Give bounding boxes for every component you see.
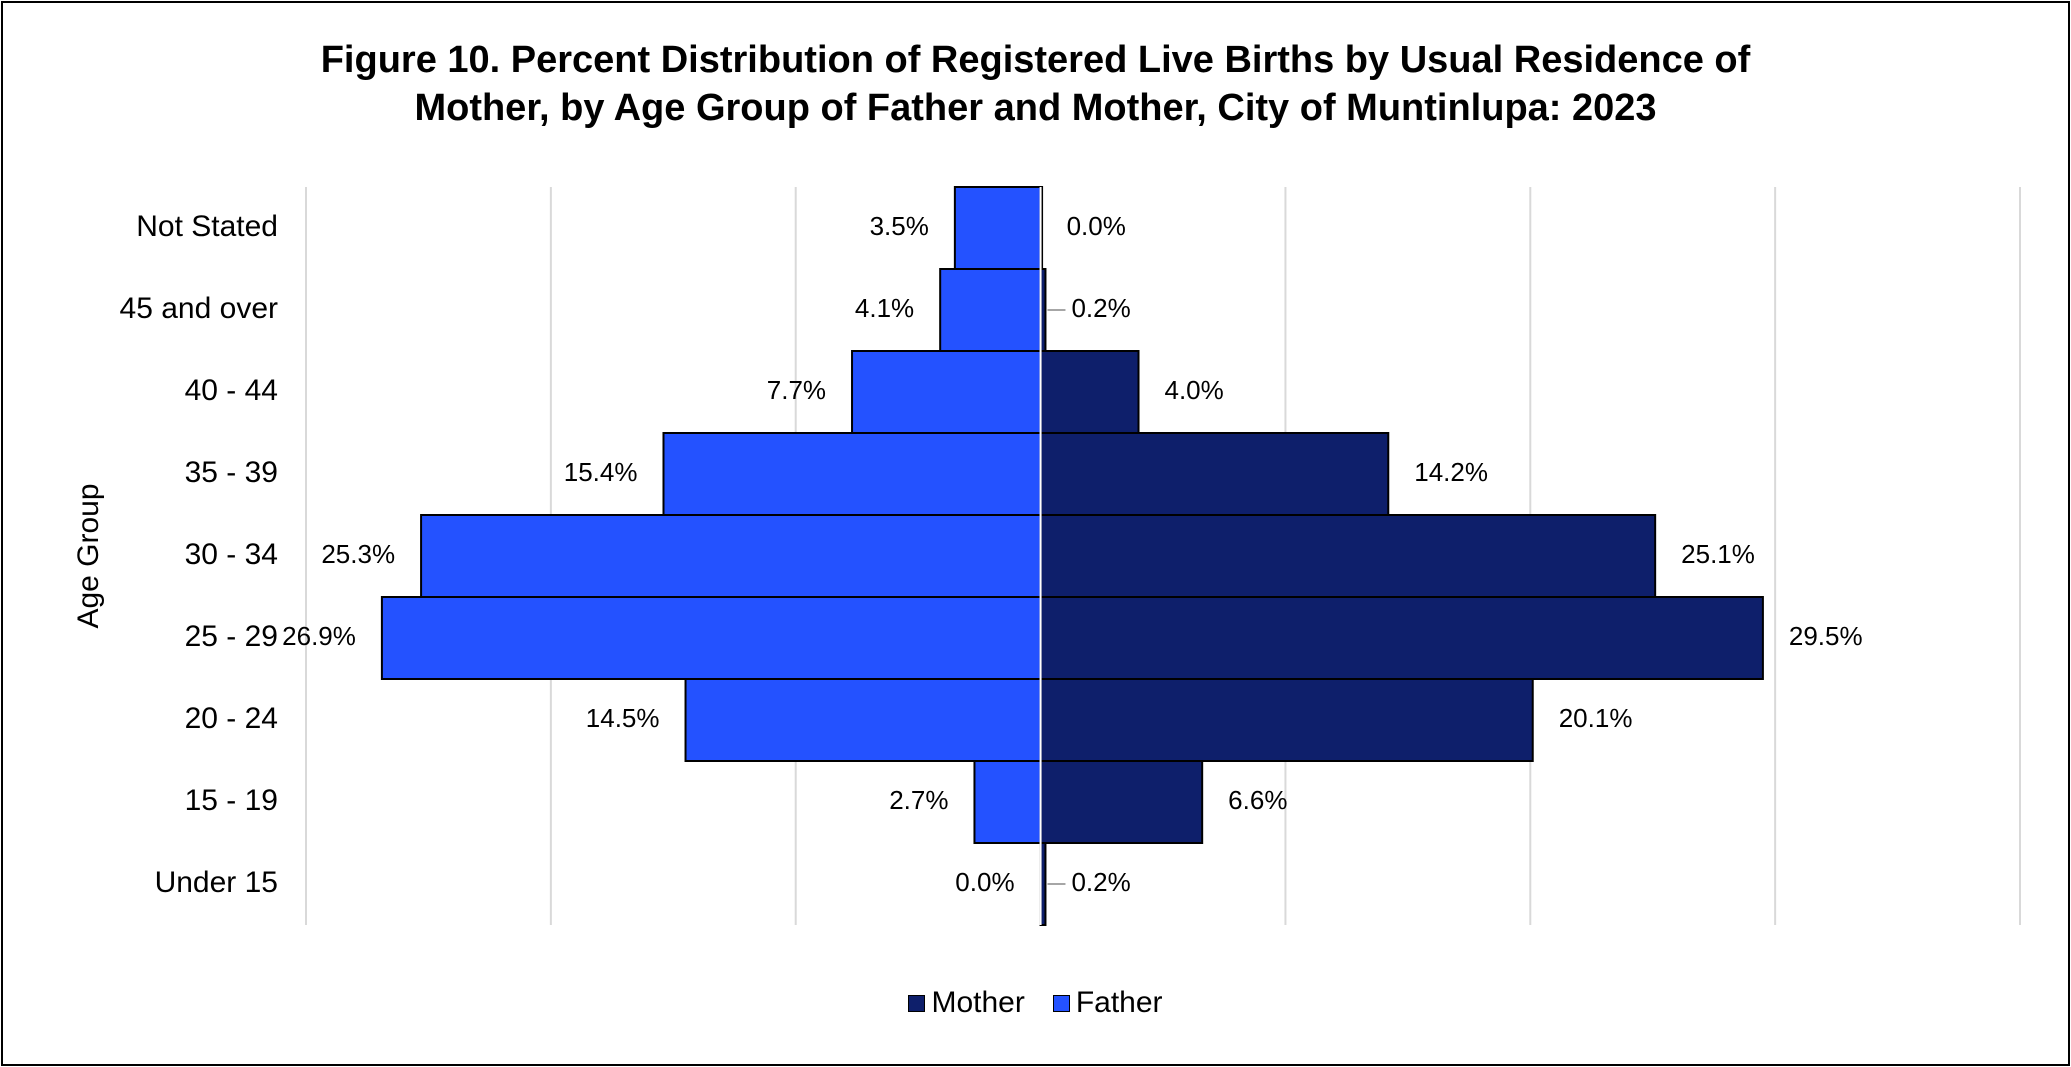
category-label-25-29: 25 - 29 <box>185 620 278 653</box>
data-label-father-under-15: 0.0% <box>955 867 1014 897</box>
data-label-mother-25-29: 29.5% <box>1789 621 1863 651</box>
category-label-20-24: 20 - 24 <box>185 702 278 735</box>
bar-father-25-29 <box>382 597 1041 679</box>
data-label-father-15-19: 2.7% <box>889 785 948 815</box>
category-label-30-34: 30 - 34 <box>185 538 278 571</box>
legend-swatch-mother <box>908 995 925 1012</box>
bar-mother-25-29 <box>1041 597 1763 679</box>
bar-mother-40-44 <box>1041 351 1139 433</box>
bar-mother-20-24 <box>1041 679 1533 761</box>
bar-father-not-stated <box>955 187 1041 269</box>
legend-swatch-father <box>1053 995 1070 1012</box>
data-label-mother-45-and-over: 0.2% <box>1071 293 1130 323</box>
bar-mother-35-39 <box>1041 433 1389 515</box>
bar-father-30-34 <box>421 515 1040 597</box>
population-pyramid-chart: 3.5% 0.0% 4.1% 0.2% 7.7% 4.0% 15.4% 14.2% 25.3% 2… <box>0 0 2071 1067</box>
bar-father-15-19 <box>974 761 1040 843</box>
data-label-mother-under-15: 0.2% <box>1071 867 1130 897</box>
data-label-mother-not-stated: 0.0% <box>1067 211 1126 241</box>
category-label-40-44: 40 - 44 <box>185 374 278 407</box>
data-label-mother-35-39: 14.2% <box>1414 457 1488 487</box>
data-label-father-30-34: 25.3% <box>321 539 395 569</box>
legend-label-mother: Mother <box>931 986 1024 1020</box>
legend-label-father: Father <box>1076 986 1163 1020</box>
data-label-father-25-29: 26.9% <box>282 621 356 651</box>
legend-item-mother: Mother <box>908 986 1024 1020</box>
data-label-father-45-and-over: 4.1% <box>855 293 914 323</box>
category-label-35-39: 35 - 39 <box>185 456 278 489</box>
bar-father-35-39 <box>663 433 1040 515</box>
bar-mother-15-19 <box>1041 761 1203 843</box>
bar-mother-30-34 <box>1041 515 1656 597</box>
legend-item-father: Father <box>1053 986 1163 1020</box>
y-axis-title: Age Group <box>72 483 105 628</box>
data-label-mother-40-44: 4.0% <box>1165 375 1224 405</box>
bar-father-45-and-over <box>940 269 1040 351</box>
data-label-mother-15-19: 6.6% <box>1228 785 1287 815</box>
category-label-45-and-over: 45 and over <box>120 292 278 325</box>
category-label-15-19: 15 - 19 <box>185 784 278 817</box>
bar-father-20-24 <box>686 679 1041 761</box>
category-label-under-15: Under 15 <box>155 866 278 899</box>
data-label-father-20-24: 14.5% <box>586 703 660 733</box>
category-labels: Not Stated 45 and over 40 - 44 35 - 39 30 - … <box>120 210 278 899</box>
legend: Mother Father <box>0 986 2071 1020</box>
category-label-not-stated: Not Stated <box>136 210 278 243</box>
bar-father-40-44 <box>852 351 1041 433</box>
data-label-father-not-stated: 3.5% <box>870 211 929 241</box>
data-label-mother-20-24: 20.1% <box>1559 703 1633 733</box>
data-label-mother-30-34: 25.1% <box>1681 539 1755 569</box>
data-label-father-35-39: 15.4% <box>564 457 638 487</box>
data-label-father-40-44: 7.7% <box>767 375 826 405</box>
